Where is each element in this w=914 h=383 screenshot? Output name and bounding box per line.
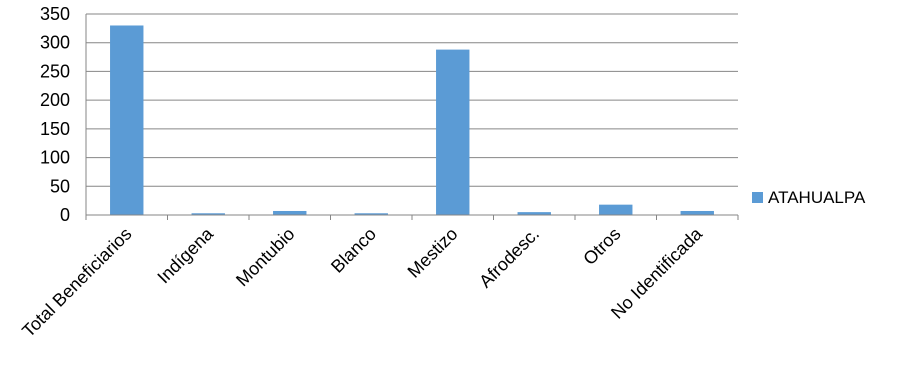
gridlines [85, 13, 739, 220]
bar [273, 210, 307, 215]
x-tick-label: Indígena [153, 223, 217, 287]
x-tick-label: Montubio [232, 224, 299, 291]
bar [680, 210, 714, 215]
bar [110, 25, 144, 215]
y-tick-label: 150 [40, 119, 70, 139]
legend-swatch-atahualpa [752, 192, 763, 203]
y-tick-label: 200 [40, 90, 70, 110]
y-tick-label: 0 [60, 205, 70, 225]
x-axis-labels: Total Beneficiarios Indígena Montubio Blanc… [18, 223, 707, 341]
legend: ATAHUALPA [752, 188, 866, 207]
bar [517, 212, 551, 215]
y-axis-ticks: 0 50 100 150 200 250 300 350 [40, 4, 70, 225]
bars [110, 25, 714, 215]
legend-label-atahualpa: ATAHUALPA [768, 188, 866, 207]
y-tick-label: 300 [40, 33, 70, 53]
x-tick-label: Mestizo [404, 224, 462, 282]
x-tick-label: Blanco [327, 224, 380, 277]
bar [354, 213, 388, 215]
y-tick-label: 250 [40, 61, 70, 81]
bar [599, 204, 633, 215]
x-tick-label: Otros [579, 224, 624, 269]
x-tick-label: Total Beneficiarios [18, 224, 135, 341]
y-tick-label: 100 [40, 148, 70, 168]
x-tick-label: Afrodesc. [475, 224, 543, 292]
y-tick-label: 350 [40, 4, 70, 24]
bar [436, 49, 470, 215]
y-tick-label: 50 [50, 176, 70, 196]
bar [191, 213, 225, 215]
